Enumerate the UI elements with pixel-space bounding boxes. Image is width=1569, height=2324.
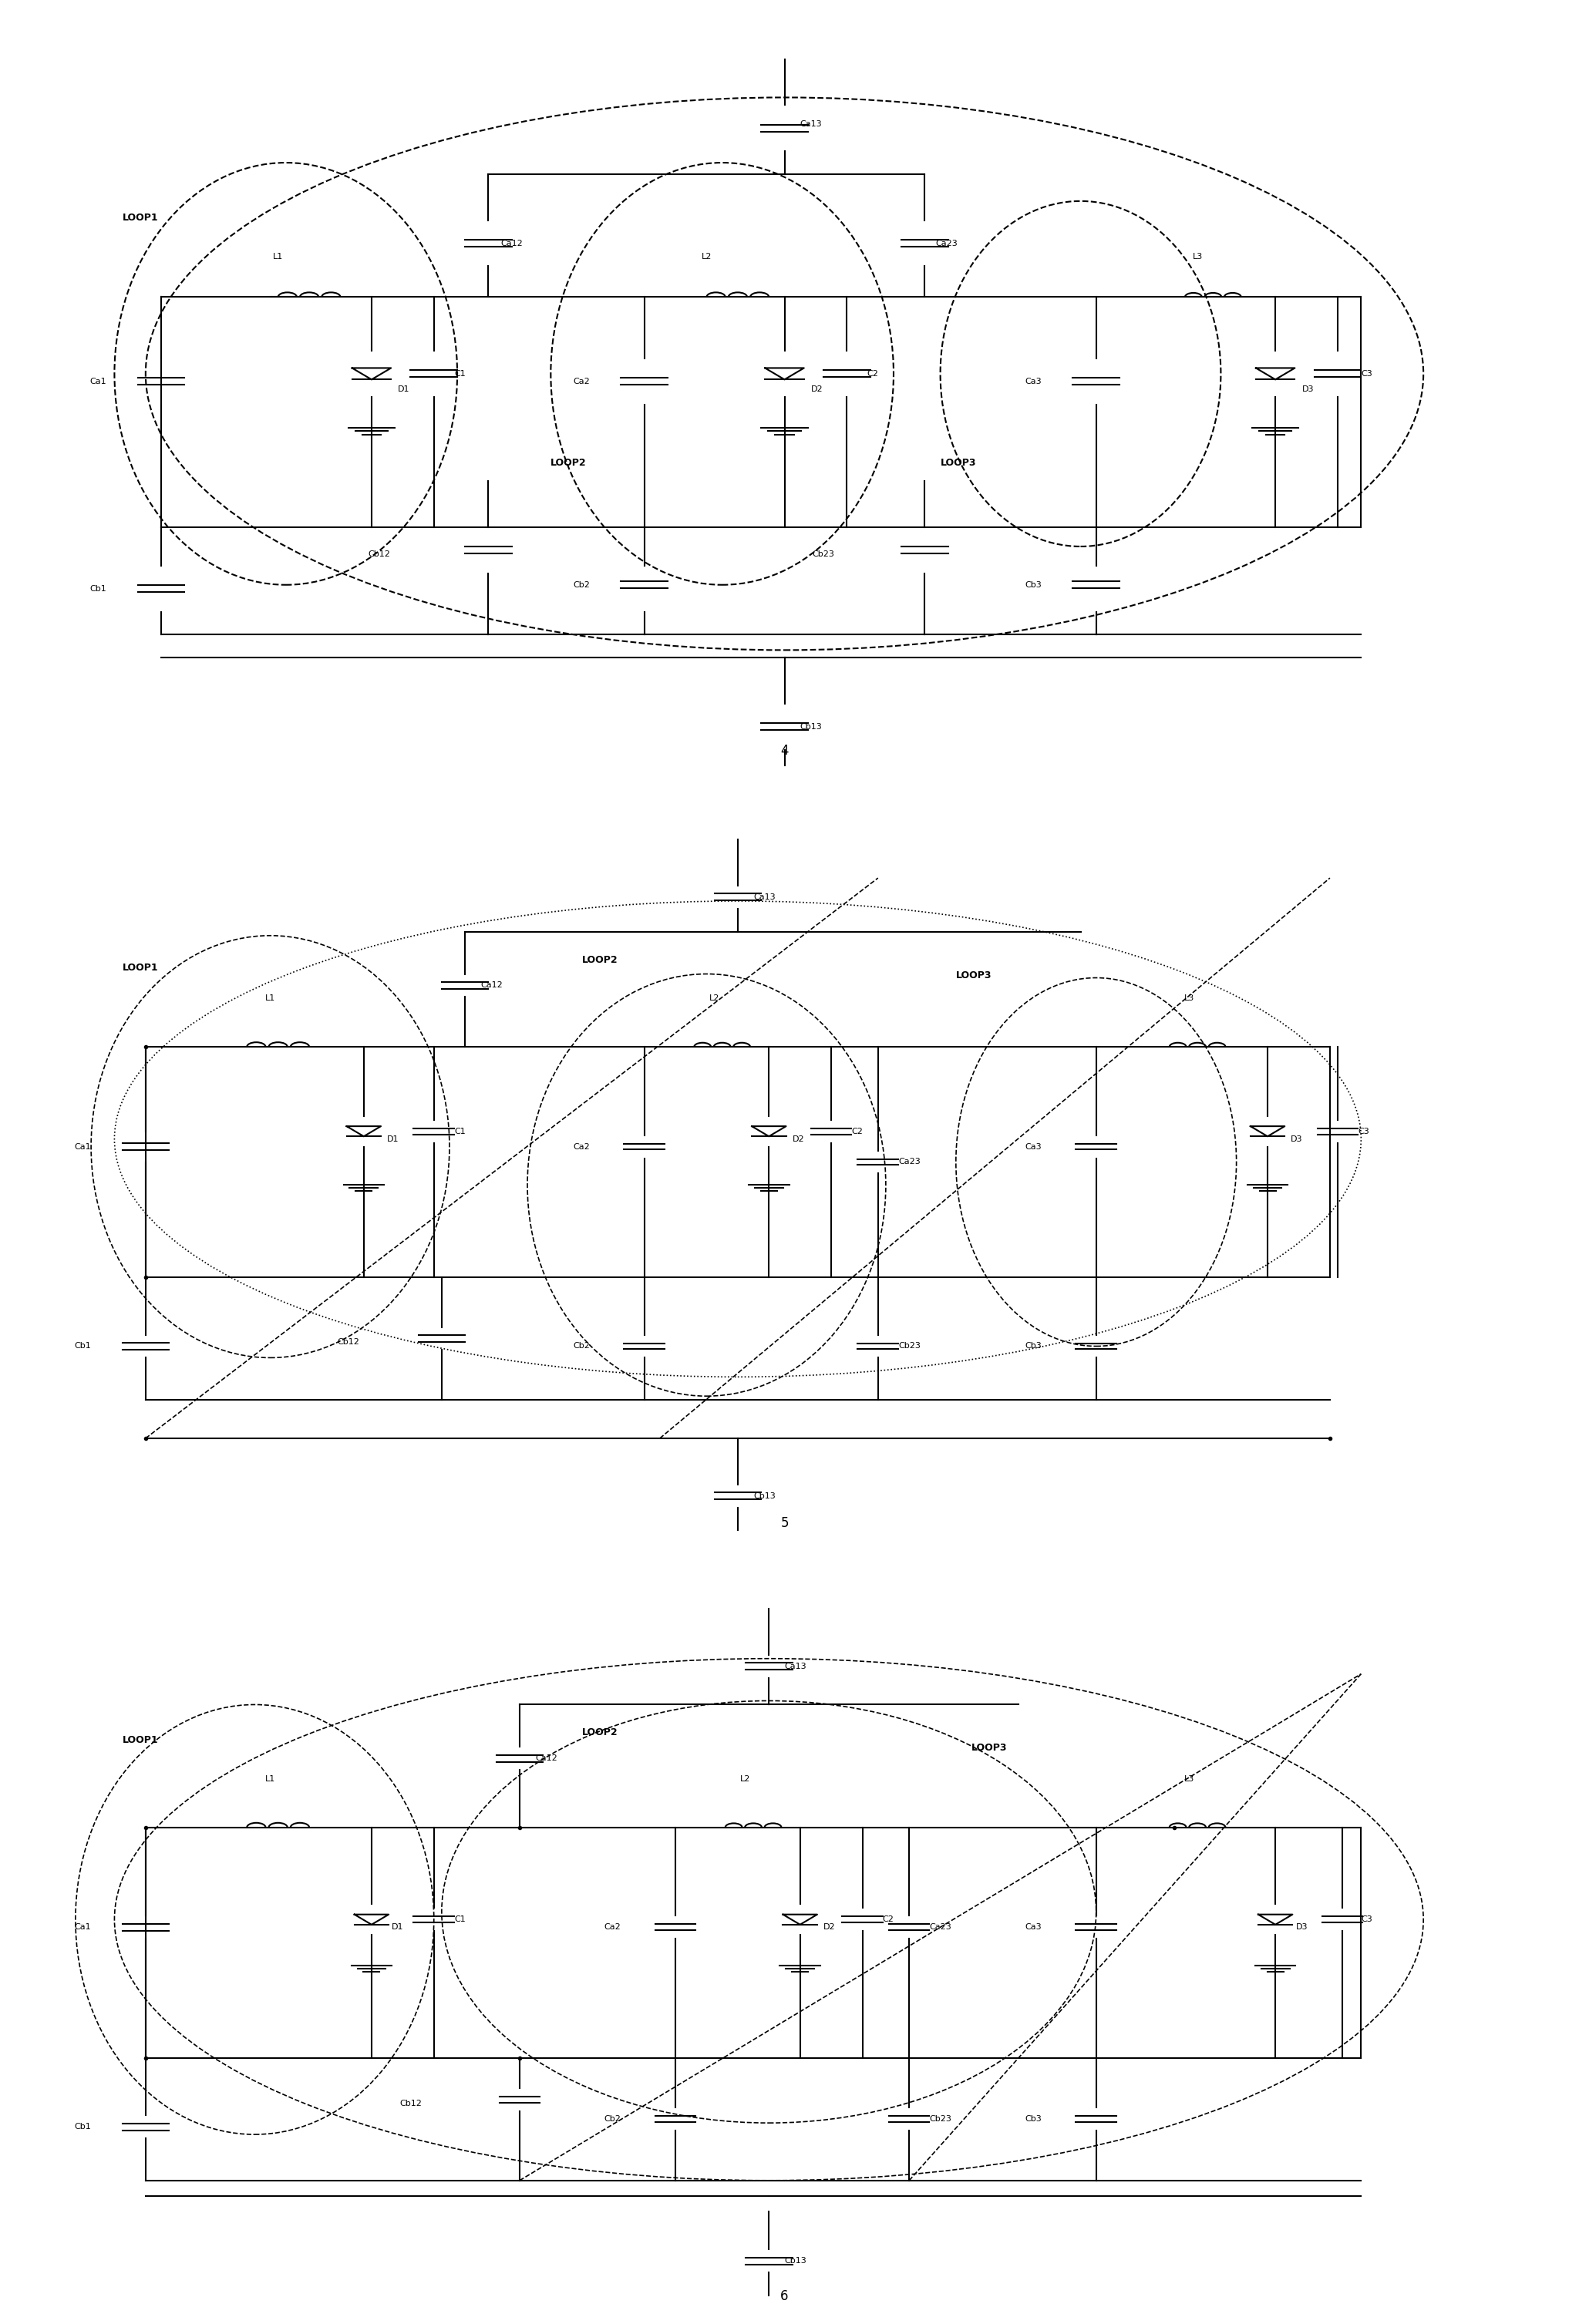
Text: Cb23: Cb23	[929, 2115, 952, 2122]
Text: L2: L2	[741, 1776, 750, 1783]
Text: Ca2: Ca2	[604, 1924, 621, 1931]
Text: L3: L3	[1185, 1776, 1194, 1783]
Text: D2: D2	[792, 1134, 805, 1143]
Text: Cb2: Cb2	[573, 1343, 590, 1350]
Text: Ca3: Ca3	[1025, 1924, 1042, 1931]
Text: Cb12: Cb12	[369, 551, 391, 558]
Text: LOOP3: LOOP3	[971, 1743, 1007, 1752]
Text: 6: 6	[780, 2289, 789, 2303]
Text: Ca13: Ca13	[784, 1662, 806, 1671]
Text: Cb3: Cb3	[1025, 1343, 1042, 1350]
Text: Cb2: Cb2	[573, 581, 590, 588]
Text: D2: D2	[811, 386, 824, 393]
Text: L3: L3	[1185, 995, 1194, 1002]
Text: LOOP1: LOOP1	[122, 211, 158, 223]
Text: L2: L2	[709, 995, 720, 1002]
Text: Cb1: Cb1	[74, 1343, 91, 1350]
Text: Ca2: Ca2	[573, 376, 590, 386]
Text: L3: L3	[1192, 253, 1202, 260]
Text: Ca12: Ca12	[480, 981, 502, 990]
Text: C1: C1	[453, 370, 466, 376]
Text: C2: C2	[883, 1915, 894, 1924]
Text: L1: L1	[265, 995, 276, 1002]
Text: C1: C1	[453, 1915, 466, 1924]
Text: L1: L1	[273, 253, 282, 260]
Text: L2: L2	[701, 253, 712, 260]
Text: Ca3: Ca3	[1025, 1143, 1042, 1150]
Text: Ca1: Ca1	[74, 1924, 91, 1931]
Text: Cb1: Cb1	[89, 586, 107, 593]
Text: Cb2: Cb2	[604, 2115, 621, 2122]
Text: Ca23: Ca23	[935, 239, 957, 246]
Text: Cb13: Cb13	[784, 2257, 806, 2266]
Text: Ca2: Ca2	[573, 1143, 590, 1150]
Text: Ca12: Ca12	[535, 1755, 557, 1762]
Text: Cb12: Cb12	[400, 2101, 422, 2108]
Text: 4: 4	[780, 744, 789, 758]
Text: C3: C3	[1357, 1127, 1370, 1134]
Text: D2: D2	[824, 1924, 836, 1931]
Text: D1: D1	[392, 1924, 403, 1931]
Text: Ca1: Ca1	[89, 376, 107, 386]
Text: LOOP3: LOOP3	[956, 969, 992, 981]
Text: Ca13: Ca13	[800, 121, 822, 128]
Text: D3: D3	[1302, 386, 1313, 393]
Text: C2: C2	[852, 1127, 863, 1134]
Text: 5: 5	[780, 1518, 789, 1532]
Text: Cb23: Cb23	[813, 551, 835, 558]
Text: LOOP3: LOOP3	[940, 458, 976, 467]
Text: D1: D1	[399, 386, 410, 393]
Text: Cb13: Cb13	[753, 1492, 775, 1499]
Text: Ca12: Ca12	[501, 239, 522, 246]
Text: Ca23: Ca23	[899, 1157, 921, 1167]
Text: C3: C3	[1360, 370, 1373, 376]
Text: Cb23: Cb23	[899, 1343, 921, 1350]
Text: Cb13: Cb13	[800, 723, 822, 730]
Text: L1: L1	[265, 1776, 276, 1783]
Text: Ca23: Ca23	[929, 1924, 951, 1931]
Text: Ca1: Ca1	[74, 1143, 91, 1150]
Text: D1: D1	[388, 1134, 399, 1143]
Text: Cb1: Cb1	[74, 2122, 91, 2131]
Text: C2: C2	[868, 370, 879, 376]
Text: Ca3: Ca3	[1025, 376, 1042, 386]
Text: LOOP2: LOOP2	[582, 1727, 618, 1738]
Text: C1: C1	[453, 1127, 466, 1134]
Text: Cb3: Cb3	[1025, 581, 1042, 588]
Text: D3: D3	[1296, 1924, 1307, 1931]
Text: LOOP2: LOOP2	[582, 955, 618, 964]
Text: LOOP1: LOOP1	[122, 962, 158, 971]
Text: Cb12: Cb12	[337, 1339, 359, 1346]
Text: D3: D3	[1291, 1134, 1302, 1143]
Text: LOOP1: LOOP1	[122, 1736, 158, 1745]
Text: Cb3: Cb3	[1025, 2115, 1042, 2122]
Text: LOOP2: LOOP2	[551, 458, 587, 467]
Text: C3: C3	[1360, 1915, 1373, 1924]
Text: Ca13: Ca13	[753, 892, 775, 902]
